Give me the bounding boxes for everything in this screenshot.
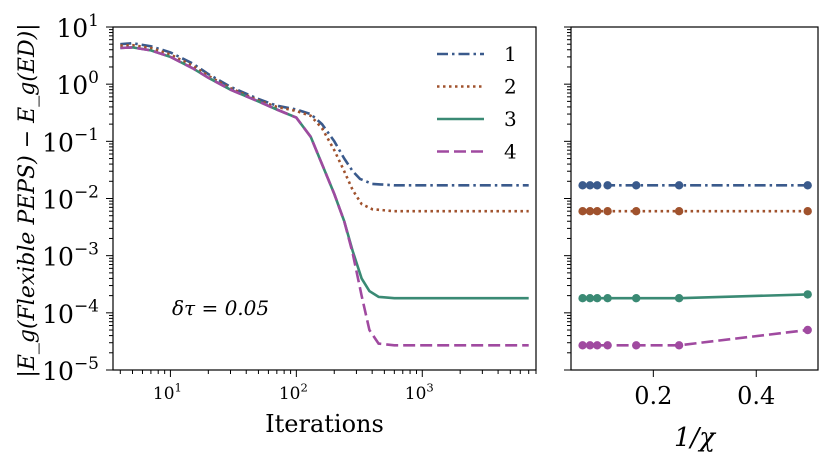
axes-frame-right [570, 26, 819, 371]
y-tick-label: 100 [56, 68, 99, 100]
series-marker-3 [585, 294, 595, 303]
series-marker-4 [585, 341, 595, 350]
legend-label-1: 1 [504, 42, 517, 66]
series-marker-3 [803, 290, 812, 299]
series-marker-4 [632, 341, 641, 350]
x-axis-label-left: Iterations [265, 410, 384, 438]
series-marker-1 [803, 181, 812, 190]
series-line-4 [120, 46, 529, 347]
series-marker-3 [578, 294, 587, 303]
series-marker-2 [632, 207, 641, 216]
axes-frame-left [112, 26, 537, 371]
series-line-2 [120, 43, 529, 213]
series-marker-3 [593, 294, 602, 303]
y-tick-label: 10−3 [42, 239, 99, 271]
series-marker-4 [603, 341, 612, 350]
series-marker-2 [593, 207, 602, 216]
y-tick-label: 10−5 [42, 354, 99, 386]
annotation-dtau: δτ = 0.05 [172, 296, 269, 320]
series-marker-2 [578, 207, 587, 216]
series-marker-4 [803, 325, 812, 335]
x-tick-label: 101 [153, 380, 182, 404]
y-tick-label: 10−1 [42, 125, 99, 157]
x-tick-label: 0.2 [634, 382, 672, 410]
series-marker-2 [674, 207, 684, 216]
series-line-3 [120, 46, 529, 300]
series-marker-4 [578, 341, 587, 350]
legend: 1 2 3 4 [437, 42, 517, 164]
series-marker-1 [578, 181, 587, 190]
series-line-4 [582, 328, 808, 347]
x-tick-label: 102 [279, 380, 308, 404]
series-line-3 [582, 293, 808, 300]
legend-label-4: 4 [504, 140, 517, 164]
series-marker-4 [593, 341, 602, 350]
y-tick-label: 10−2 [42, 182, 99, 214]
panel-right: 0.2 0.4 1/χ [564, 26, 819, 453]
series-marker-3 [674, 294, 684, 303]
x-axis-label-right: 1/χ [674, 423, 717, 453]
series-marker-4 [674, 341, 684, 350]
x-tick-label: 0.4 [737, 382, 775, 410]
series-line-1 [120, 41, 529, 187]
x-tick-label: 103 [405, 380, 434, 404]
series-marker-3 [603, 294, 612, 303]
y-tick-label: 101 [56, 11, 99, 43]
series-marker-2 [585, 207, 595, 216]
series-marker-3 [632, 294, 641, 303]
y-tick-label: 10−4 [42, 297, 99, 329]
panel-left: 101 100 10−1 10−2 10−3 10−4 10−5 101 102 103 1 2 3 4 δ… [15, 11, 537, 438]
series-marker-2 [603, 207, 612, 216]
legend-label-2: 2 [504, 75, 517, 99]
series-marker-2 [803, 207, 812, 216]
legend-label-3: 3 [504, 107, 517, 131]
series-marker-1 [585, 181, 595, 190]
series-marker-1 [632, 181, 641, 190]
series-marker-1 [674, 181, 684, 190]
series-marker-1 [603, 181, 612, 190]
series-marker-1 [593, 181, 602, 190]
y-axis-label: |E_g(Flexible PEPS) − E_g(ED)| [15, 23, 40, 377]
